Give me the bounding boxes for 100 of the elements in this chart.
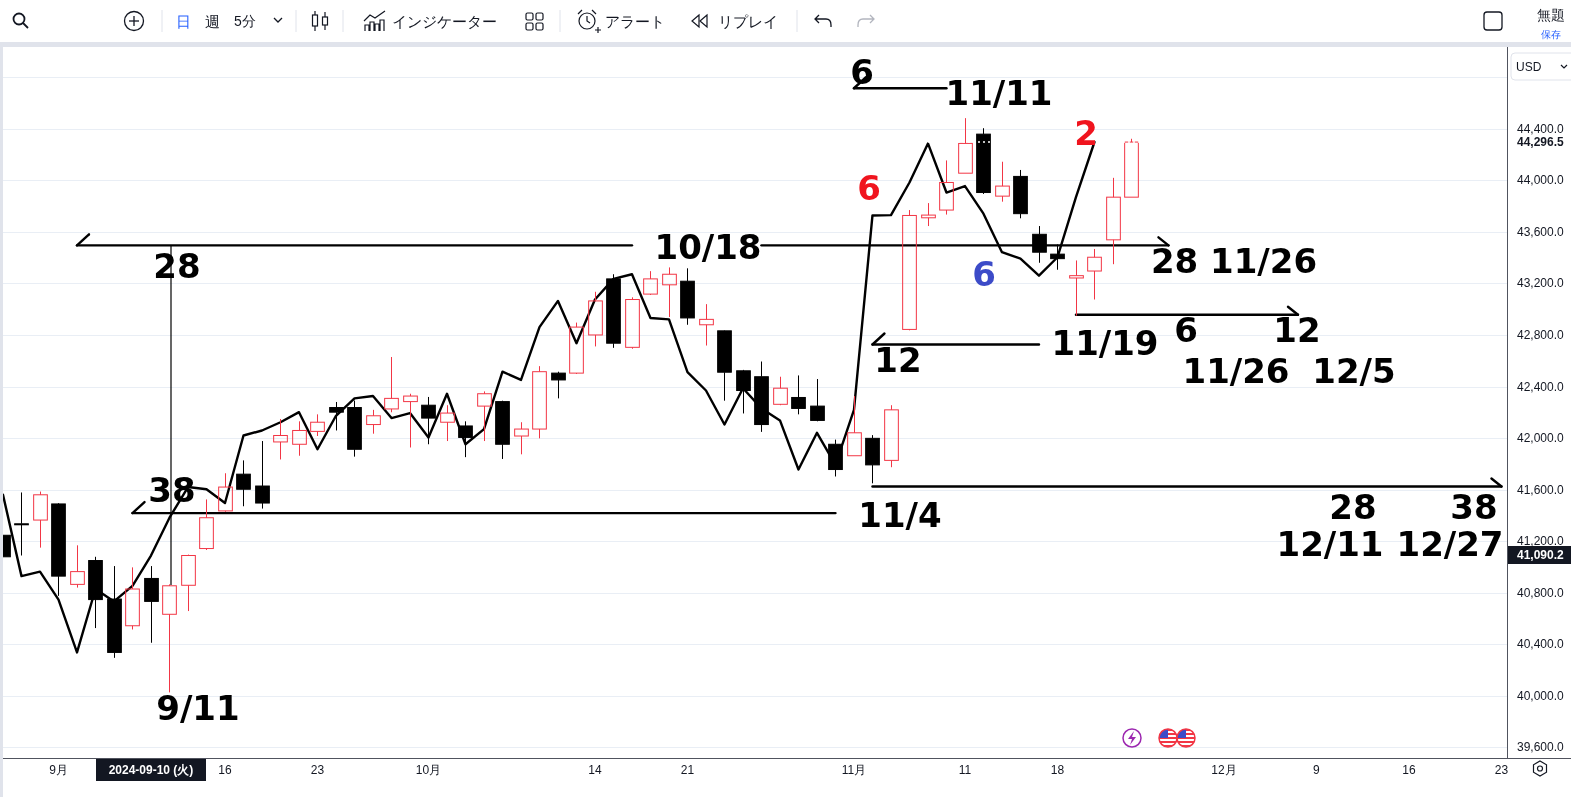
candlestick bbox=[791, 374, 806, 415]
candlestick bbox=[199, 498, 214, 550]
annotation: 9/11 bbox=[156, 688, 240, 728]
candlestick bbox=[810, 378, 825, 421]
text: インジケーター bbox=[392, 12, 497, 30]
candlestick bbox=[939, 159, 954, 216]
candlestick bbox=[662, 266, 677, 318]
annotation: 6 bbox=[972, 254, 996, 294]
candlestick bbox=[477, 390, 492, 442]
annotation: 12/27 bbox=[1396, 524, 1504, 564]
x-tick-label: 9 bbox=[1313, 763, 1321, 777]
candlestick bbox=[310, 413, 325, 437]
candlestick bbox=[884, 404, 899, 468]
candlestick bbox=[125, 566, 140, 630]
candlestick bbox=[847, 395, 862, 457]
x-tick-label: 21 bbox=[680, 763, 695, 777]
candlestick bbox=[1069, 259, 1084, 317]
annotation: 6 bbox=[850, 52, 874, 92]
candlestick bbox=[458, 420, 473, 458]
y-tick-label: 40,000.0 bbox=[1517, 688, 1565, 703]
candlestick bbox=[865, 434, 880, 484]
candlestick bbox=[236, 459, 251, 507]
candlestick bbox=[680, 267, 695, 326]
text: 無題 bbox=[1537, 7, 1565, 23]
candlestick bbox=[995, 161, 1010, 203]
annotation: 10/18 bbox=[654, 227, 762, 267]
candlestick bbox=[440, 404, 455, 442]
annotation: 2 bbox=[1074, 113, 1098, 153]
annotation: 38 bbox=[1450, 487, 1498, 527]
y-tick-label: 43,600.0 bbox=[1517, 224, 1565, 239]
candlestick bbox=[421, 396, 436, 445]
annotation: 28 bbox=[1329, 487, 1377, 527]
candlestick bbox=[144, 565, 159, 644]
x-tick-label: 23 bbox=[1494, 763, 1509, 777]
candlestick bbox=[33, 491, 48, 549]
candlestick bbox=[366, 409, 381, 435]
candlestick bbox=[754, 361, 769, 433]
text: USD bbox=[1516, 60, 1542, 74]
text: アラート bbox=[605, 12, 665, 30]
text: 日 bbox=[175, 12, 191, 30]
x-tick-label: 10月 bbox=[415, 763, 442, 777]
annotation: 12 bbox=[874, 340, 922, 380]
annotation: 28 11/26 bbox=[1150, 241, 1318, 281]
annotation: 11/19 bbox=[1051, 323, 1159, 363]
text: 41,090.2 bbox=[1517, 548, 1565, 562]
x-tick-label: 12月 bbox=[1211, 763, 1237, 777]
y-tick-label: 42,000.0 bbox=[1517, 431, 1565, 446]
candlestick bbox=[88, 556, 103, 629]
candlestick bbox=[1106, 177, 1121, 265]
candlestick bbox=[273, 418, 288, 460]
annotation: 6 bbox=[857, 168, 881, 208]
text: 2024-09-10 (火) bbox=[108, 763, 194, 777]
candlestick bbox=[1087, 248, 1102, 301]
candlestick bbox=[70, 544, 85, 589]
annotation: 6 bbox=[1174, 310, 1198, 350]
text: 保存 bbox=[1541, 28, 1561, 40]
text: 5分 bbox=[234, 13, 256, 29]
annotation: 12/11 bbox=[1276, 524, 1384, 564]
y-tick-label: 40,400.0 bbox=[1517, 637, 1565, 652]
text: 週 bbox=[204, 12, 220, 30]
x-tick-label: 9月 bbox=[49, 763, 68, 777]
y-tick-label: 41,200.0 bbox=[1517, 534, 1565, 549]
y-tick-label: 39,600.0 bbox=[1517, 740, 1565, 755]
x-tick-label: 14 bbox=[588, 763, 602, 777]
candlestick bbox=[1013, 169, 1028, 219]
ref-line-label: 44,296.5 bbox=[1517, 135, 1565, 150]
x-tick-label: 18 bbox=[1050, 763, 1065, 777]
candlestick bbox=[347, 400, 362, 458]
x-tick-label: 11月 bbox=[841, 763, 867, 777]
candlestick bbox=[255, 440, 270, 510]
text: リプレイ bbox=[718, 12, 778, 30]
candlestick bbox=[292, 420, 307, 457]
x-tick-label: 11 bbox=[958, 763, 972, 777]
candlestick bbox=[329, 401, 344, 431]
candlestick bbox=[514, 421, 529, 455]
x-tick-label: 23 bbox=[310, 763, 325, 777]
candlestick bbox=[384, 356, 399, 413]
candlestick bbox=[717, 330, 732, 402]
candlestick bbox=[773, 376, 788, 405]
candlestick bbox=[403, 393, 418, 448]
y-tick-label: 44,000.0 bbox=[1517, 173, 1565, 188]
annotation: 12 bbox=[1273, 310, 1321, 350]
x-tick-label: 16 bbox=[1402, 763, 1416, 777]
y-tick-label: 42,400.0 bbox=[1517, 379, 1565, 394]
candlestick bbox=[921, 202, 936, 227]
y-tick-label: 44,400.0 bbox=[1517, 121, 1565, 136]
candlestick bbox=[588, 291, 603, 347]
candlestick bbox=[181, 555, 196, 612]
y-tick-label: 42,800.0 bbox=[1517, 327, 1565, 342]
annotation: 11/26 bbox=[1182, 351, 1290, 391]
candlestick bbox=[162, 585, 177, 693]
y-tick-label: 41,600.0 bbox=[1517, 482, 1565, 497]
candlestick bbox=[14, 491, 29, 556]
annotation: 11/4 bbox=[858, 495, 942, 535]
candlestick bbox=[699, 303, 714, 347]
y-tick-label: 43,200.0 bbox=[1517, 276, 1565, 291]
x-tick-label: 16 bbox=[218, 763, 232, 777]
annotation: 12/5 bbox=[1312, 351, 1396, 391]
y-tick-label: 40,800.0 bbox=[1517, 585, 1565, 600]
candlestick bbox=[958, 117, 973, 174]
